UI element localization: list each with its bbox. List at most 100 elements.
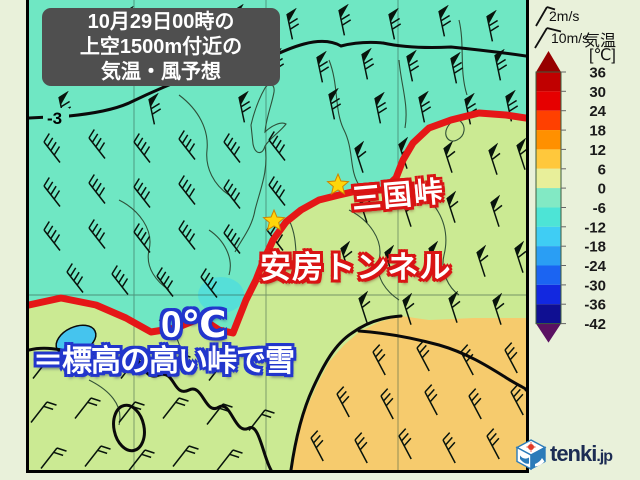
forecast-title-line3: 気温・風予想 bbox=[101, 61, 221, 83]
temp-scale-label: 6 bbox=[598, 161, 606, 178]
wind-barb-icon bbox=[238, 96, 252, 123]
scale-segment bbox=[536, 207, 561, 227]
wind-barb-icon bbox=[178, 220, 196, 250]
scale-segment bbox=[536, 130, 561, 150]
wind-barb-icon bbox=[384, 251, 397, 277]
wind-barb-icon bbox=[361, 53, 375, 80]
wind-barb-icon bbox=[443, 147, 456, 173]
temp-scale-label: 12 bbox=[589, 142, 606, 159]
wind-barb-icon bbox=[223, 224, 241, 254]
wind-barb-icon bbox=[88, 129, 106, 159]
forecast-title-line2: 上空1500m付近の bbox=[79, 36, 243, 58]
wind-barb-icon bbox=[316, 56, 330, 83]
wind-barb-icon bbox=[74, 397, 101, 419]
wind-barb-icon bbox=[43, 221, 61, 251]
wind-barb-icon bbox=[268, 131, 286, 161]
wind-barb-icon bbox=[338, 9, 352, 36]
wind-barb-icon bbox=[88, 219, 106, 249]
wind-barb-icon bbox=[223, 133, 241, 163]
scale-segment bbox=[536, 265, 561, 285]
tenki-cube-icon bbox=[515, 439, 547, 471]
wind-legend-10ms: 10m/s bbox=[551, 30, 590, 46]
wind-barb-icon bbox=[133, 178, 151, 208]
wind-barb-icon bbox=[358, 197, 371, 223]
wind-barb-icon bbox=[111, 265, 129, 295]
wind-barb-icon bbox=[450, 57, 464, 84]
wind-barb-icon bbox=[340, 247, 353, 273]
scale-segment bbox=[536, 72, 561, 92]
temp-scale-title: 気温 bbox=[584, 33, 617, 50]
wind-barb-icon bbox=[133, 133, 151, 163]
wind-barb-icon bbox=[510, 384, 524, 416]
wind-barb-icon bbox=[216, 449, 243, 470]
tenki-logo-text: tenki.jp bbox=[550, 441, 613, 466]
wind-barb-icon bbox=[486, 428, 500, 460]
temp-scale-label: -6 bbox=[593, 200, 606, 217]
wind-barb-icon bbox=[268, 176, 286, 206]
wind-barb-icon bbox=[494, 54, 508, 81]
scale-segment bbox=[536, 91, 561, 111]
abo-tunnel-label: 安房トンネル bbox=[260, 250, 452, 285]
scale-arrow-bottom bbox=[536, 323, 561, 343]
wind-barb-icon bbox=[448, 297, 461, 323]
temperature-colorbar: 36 30 24 18 12 6 0 -6 -12 -18 -24 -30 -36 -42 bbox=[535, 51, 607, 343]
wind-barb-icon bbox=[178, 175, 196, 205]
contour-lines bbox=[29, 39, 526, 470]
wind-barb-icon bbox=[30, 401, 57, 423]
wind-barb-icon bbox=[438, 10, 452, 37]
temperature-legend: 36 30 24 18 12 6 0 -6 -12 -18 -24 -30 -36 -42 bbox=[534, 6, 607, 343]
wind-barb-icon bbox=[76, 353, 103, 375]
wind-barb-icon bbox=[200, 268, 218, 298]
temp-scale-label: -36 bbox=[584, 297, 606, 314]
wind-barb-icon bbox=[336, 386, 350, 418]
snow-note-label: ＝標高の高い峠で雪 bbox=[33, 345, 295, 378]
wind-barb-icon bbox=[428, 247, 441, 273]
wind-barb-icon bbox=[43, 133, 61, 163]
zero-isotherm-line bbox=[29, 109, 526, 337]
temp-scale-label: 18 bbox=[589, 123, 606, 140]
wind-barb-icon bbox=[178, 130, 196, 160]
location-star-icons bbox=[262, 172, 350, 231]
wind-barb-icon bbox=[172, 445, 199, 467]
temp-scale-label: -30 bbox=[584, 277, 606, 294]
abo-tunnel-star bbox=[262, 208, 286, 231]
wind-barb-icon bbox=[84, 445, 111, 467]
wind-barb-icon bbox=[504, 342, 518, 374]
wind-barb-icon bbox=[460, 344, 474, 376]
scale-segment bbox=[536, 110, 561, 131]
temp-scale-unit: [℃] bbox=[589, 47, 616, 64]
temp-scale-label: -12 bbox=[584, 219, 606, 236]
scale-segment bbox=[536, 188, 561, 208]
wind-barb-icon bbox=[516, 144, 526, 170]
scale-segment bbox=[536, 168, 561, 189]
wind-barb-icon bbox=[442, 432, 456, 464]
wind-2ms-icon bbox=[535, 6, 556, 27]
scale-arrow-top bbox=[536, 51, 561, 72]
wind-barb-icon bbox=[490, 201, 503, 227]
zero-celsius-label: 0℃ bbox=[161, 304, 227, 345]
wind-barb-icon bbox=[128, 449, 155, 470]
wind-barb-icon bbox=[88, 174, 106, 204]
wind-barb-icon bbox=[43, 177, 61, 207]
wind-barb-icon bbox=[468, 388, 482, 420]
wind-barb-icon bbox=[424, 384, 438, 416]
wind-barb-icon bbox=[488, 149, 501, 175]
tenki-logo: tenki.jp bbox=[515, 437, 613, 471]
scale-segment bbox=[536, 246, 561, 266]
wind-barb-legend-icons bbox=[534, 6, 562, 49]
wind-barb-icon bbox=[32, 357, 59, 379]
scale-segment bbox=[536, 149, 561, 169]
wind-barb-icon bbox=[492, 299, 505, 325]
wind-barb-icon bbox=[514, 247, 526, 273]
temp-scale-label: 30 bbox=[589, 84, 606, 101]
temp-scale-label: 24 bbox=[589, 103, 606, 120]
wind-barb-icon bbox=[40, 447, 67, 469]
contour-label-gap bbox=[43, 108, 69, 126]
wind-barb-icon bbox=[310, 430, 324, 462]
sun-icon bbox=[528, 444, 534, 450]
wind-barb-icon bbox=[406, 55, 420, 82]
mikuni-pass-star bbox=[326, 172, 350, 195]
wind-barb-icon bbox=[476, 251, 489, 277]
temp-scale-label: -42 bbox=[584, 316, 606, 333]
